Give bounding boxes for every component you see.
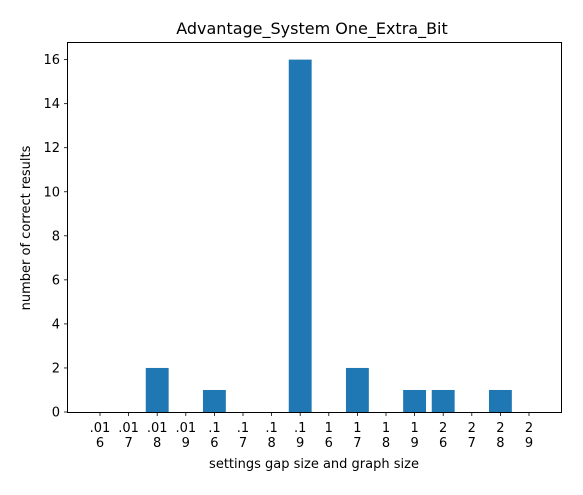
- bar: [202, 389, 226, 412]
- x-tick-label: .1 9: [294, 421, 306, 451]
- bar: [431, 389, 455, 412]
- bar: [488, 389, 512, 412]
- y-axis-ticks: 0 2 4 6 8 10 12 14 16: [43, 53, 68, 421]
- bar: [345, 367, 369, 412]
- x-tick-label: .01 7: [118, 421, 139, 451]
- x-tick-label: .1 7: [237, 421, 249, 451]
- y-tick-label: 2: [52, 361, 60, 376]
- x-tick-label: .01 6: [90, 421, 111, 451]
- bar: [288, 59, 312, 413]
- y-tick-label: 4: [52, 317, 60, 332]
- bars-layer: [145, 59, 512, 413]
- x-tick-label: .1 6: [208, 421, 220, 451]
- chart-title: Advantage_System One_Extra_Bit: [176, 19, 448, 39]
- plot-frame: [67, 42, 562, 413]
- bar: [403, 389, 427, 412]
- bar: [145, 367, 169, 412]
- y-axis-label: number of correct results: [19, 145, 34, 310]
- y-tick-label: 8: [52, 229, 60, 244]
- y-tick-label: 12: [43, 141, 60, 156]
- y-tick-label: 16: [43, 53, 60, 68]
- y-tick-label: 0: [52, 406, 60, 421]
- x-axis-label: settings gap size and graph size: [209, 457, 419, 472]
- x-tick-label: .01 9: [175, 421, 196, 451]
- x-tick-label: .1 8: [265, 421, 277, 451]
- x-tick-label: .01 8: [147, 421, 168, 451]
- x-axis-ticks: .01 6 .01 7 .01 8 .01 9 .1 6 .1 7 .1 8 .1 9 1 6 1 7 1 8 1 9 2 6 2 7…: [90, 412, 533, 451]
- y-tick-label: 10: [43, 185, 60, 200]
- y-tick-label: 14: [43, 97, 60, 112]
- y-tick-label: 6: [52, 273, 60, 288]
